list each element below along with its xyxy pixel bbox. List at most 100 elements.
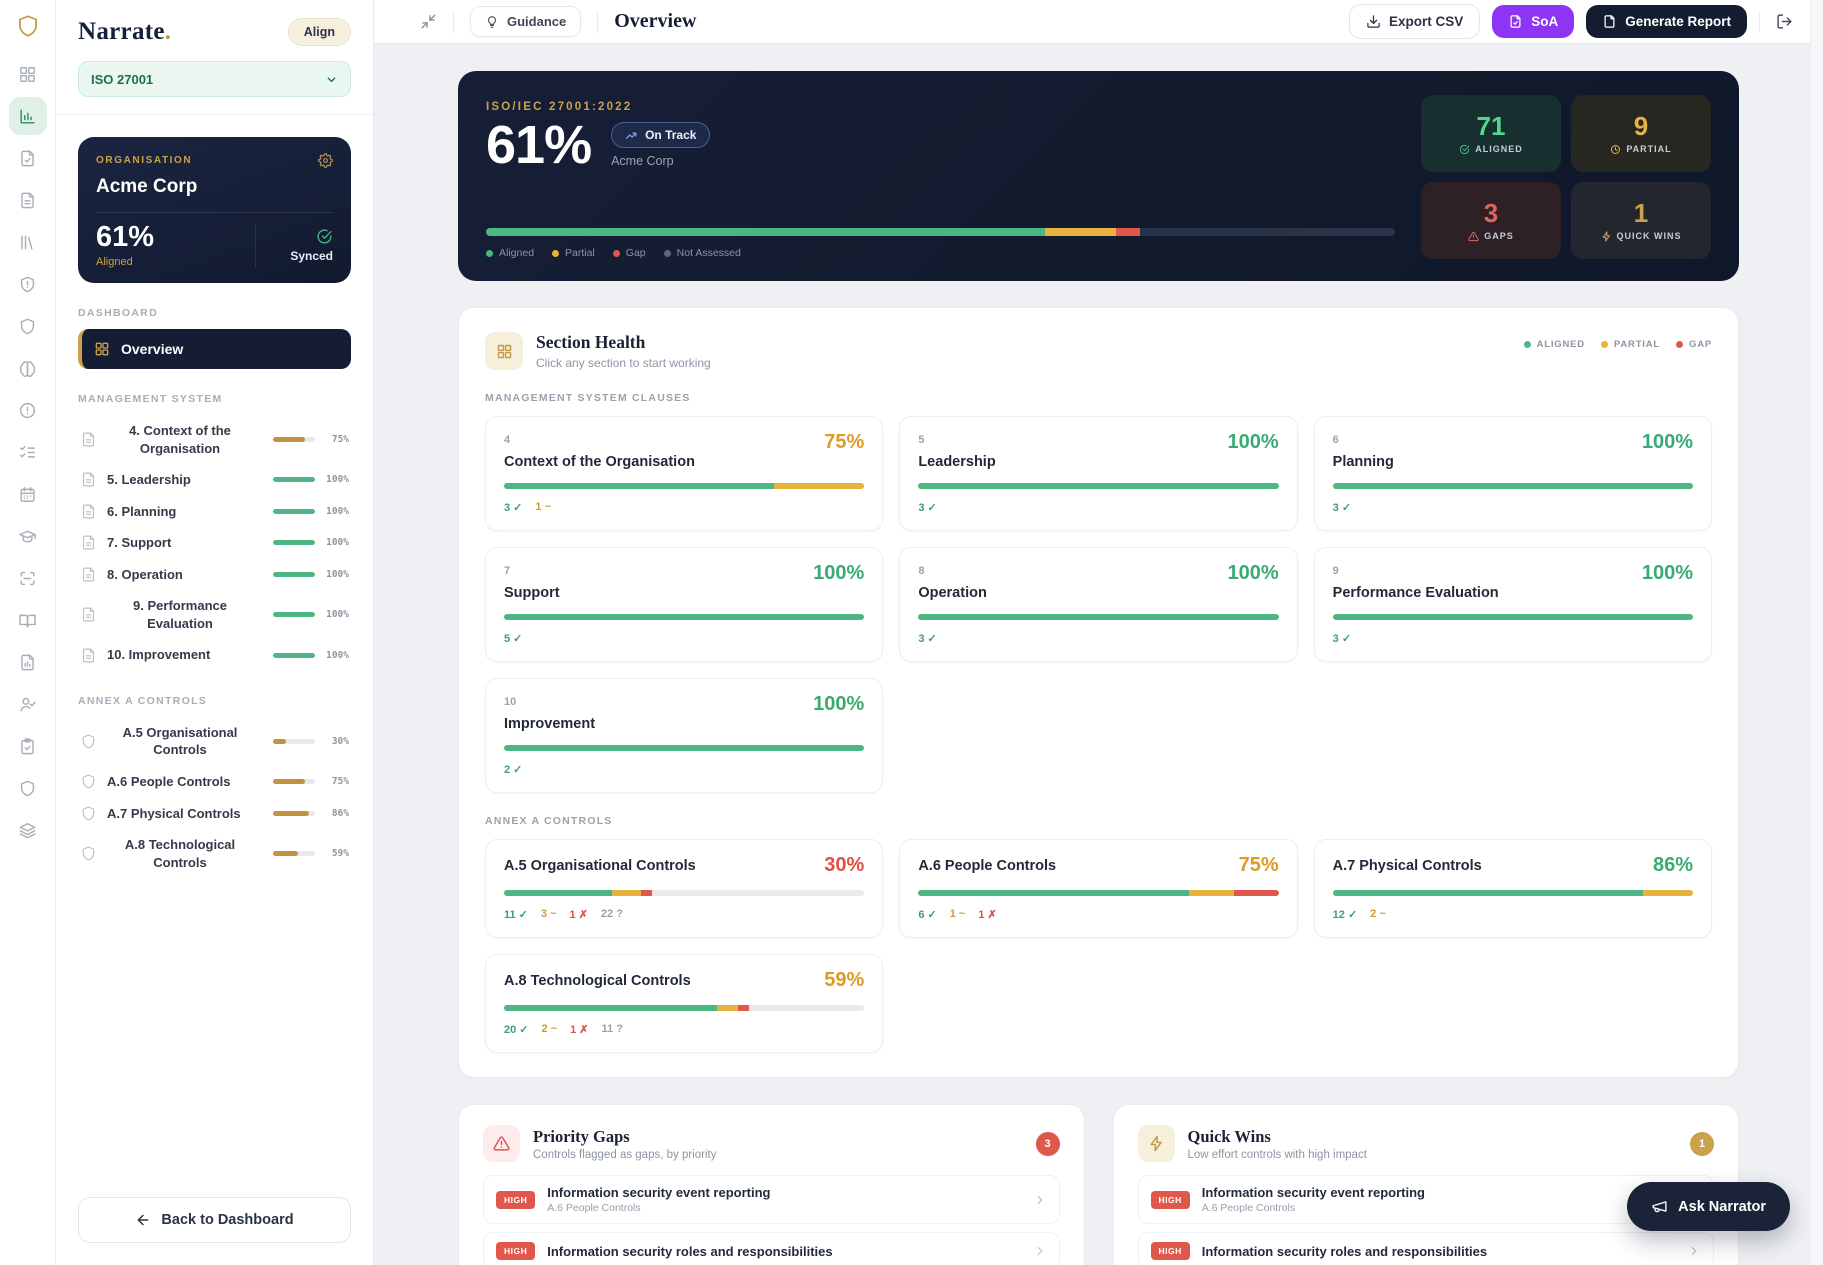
- clause-percent: 100%: [1641, 431, 1693, 453]
- sidebar-item-progress: 100%: [273, 537, 349, 548]
- clause-card[interactable]: 5 100% Leadership 3 ✓: [899, 416, 1298, 531]
- book-open-icon[interactable]: [9, 601, 47, 639]
- annex-a-heading: ANNEX A CONTROLS: [78, 694, 208, 707]
- sidebar-item-label: A.6 People Controls: [107, 774, 231, 790]
- export-csv-button[interactable]: Export CSV: [1348, 4, 1481, 39]
- org-aligned-percent: 61%: [96, 221, 155, 253]
- lightbulb-icon: [485, 15, 499, 29]
- scan-icon[interactable]: [9, 559, 47, 597]
- sidebar-nav-item[interactable]: 9. Performance Evaluation 100%: [78, 590, 351, 639]
- control-list-item[interactable]: HIGH Information security roles and respo…: [1137, 1232, 1714, 1265]
- scrollbar-track[interactable]: [1810, 0, 1823, 1265]
- clause-number: 7: [504, 565, 511, 577]
- shield-alert-icon[interactable]: [9, 265, 47, 303]
- stat-value: 9: [1633, 110, 1649, 141]
- section-health-subtitle: Click any section to start working: [536, 356, 711, 370]
- control-title: Information security event reporting: [1201, 1185, 1425, 1200]
- brain-icon[interactable]: [9, 349, 47, 387]
- check-circle-icon: [1459, 144, 1470, 155]
- clipboard-check-icon[interactable]: [9, 727, 47, 765]
- shield-icon-2[interactable]: [9, 769, 47, 807]
- clause-card[interactable]: 10 100% Improvement 2 ✓: [485, 678, 884, 793]
- calendar-icon[interactable]: [9, 475, 47, 513]
- annex-percent: 75%: [1238, 854, 1279, 876]
- legend-item: PARTIAL: [1600, 339, 1660, 350]
- mini-progress-bar: [273, 572, 315, 577]
- ask-narrator-button[interactable]: Ask Narrator: [1627, 1182, 1790, 1231]
- clause-card[interactable]: 6 100% Planning 3 ✓: [1313, 416, 1712, 531]
- hero-org-name: Acme Corp: [611, 154, 674, 169]
- user-check-icon[interactable]: [9, 685, 47, 723]
- clause-number: 5: [918, 434, 925, 446]
- clause-number: 9: [1332, 565, 1339, 577]
- control-list-item[interactable]: HIGH Information security event reporting…: [1137, 1175, 1714, 1224]
- sidebar-item-label: A.7 Physical Controls: [107, 805, 241, 821]
- sidebar-nav-item[interactable]: 7. Support 100%: [78, 527, 351, 559]
- annex-card[interactable]: A.8 Technological Controls 59% 20 ✓ 2 ~ 1 ✗ 1…: [485, 954, 884, 1053]
- library-icon[interactable]: [9, 223, 47, 261]
- clause-stats: 3 ✓: [918, 632, 1278, 645]
- stat-count: 2 ~: [1370, 908, 1386, 920]
- annex-card[interactable]: A.7 Physical Controls 86% 12 ✓ 2 ~: [1313, 839, 1712, 938]
- guidance-button[interactable]: Guidance: [470, 6, 582, 37]
- file-icon: [1602, 14, 1617, 29]
- sidebar-item-overview[interactable]: Overview: [78, 329, 351, 369]
- clause-title: Improvement: [504, 716, 596, 732]
- control-list-item[interactable]: HIGH Information security event reporting…: [483, 1175, 1060, 1224]
- clause-progress-bar: [1332, 483, 1693, 489]
- gear-icon[interactable]: [318, 153, 333, 168]
- clause-title: Context of the Organisation: [504, 454, 695, 470]
- align-button[interactable]: Align: [287, 18, 351, 46]
- analytics-bar-chart-icon[interactable]: [8, 97, 47, 135]
- annex-card[interactable]: A.5 Organisational Controls 30% 11 ✓ 3 ~ 1 ✗…: [485, 839, 884, 938]
- control-list-item[interactable]: HIGH Information security roles and respo…: [483, 1232, 1060, 1265]
- organisation-card: ORGANISATION Acme Corp 61% Aligned Synce…: [78, 137, 351, 283]
- grid-icon: [94, 341, 110, 357]
- annex-card[interactable]: A.6 People Controls 75% 6 ✓ 1 ~ 1 ✗: [899, 839, 1298, 938]
- sidebar-nav-item[interactable]: 4. Context of the Organisation 75%: [78, 415, 351, 464]
- layers-icon[interactable]: [9, 811, 47, 849]
- sidebar-nav-item[interactable]: A.5 Organisational Controls 30%: [78, 717, 351, 766]
- soa-button[interactable]: SoA: [1492, 5, 1575, 38]
- collapse-sidebar-icon[interactable]: [420, 13, 437, 30]
- clause-title: Operation: [918, 585, 987, 601]
- logout-icon[interactable]: [1776, 13, 1793, 30]
- sidebar-nav-item[interactable]: A.8 Technological Controls 59%: [78, 829, 351, 878]
- legend-item: Not Assessed: [663, 247, 741, 259]
- stat-count: 3 ✓: [1332, 633, 1352, 645]
- control-title: Information security roles and responsib…: [1201, 1243, 1488, 1259]
- stat-count: 2 ~: [541, 1023, 558, 1035]
- sidebar-nav-item[interactable]: 6. Planning 100%: [78, 496, 351, 528]
- control-title: Information security roles and responsib…: [547, 1243, 833, 1259]
- topbar: Guidance Overview Export CSV SoA Generat…: [374, 0, 1823, 44]
- graduation-cap-icon[interactable]: [9, 517, 47, 555]
- sidebar-item-progress: 75%: [273, 434, 349, 445]
- file-check-icon[interactable]: [9, 139, 47, 177]
- sidebar-item-progress: 30%: [273, 736, 349, 747]
- file-text-icon[interactable]: [9, 181, 47, 219]
- framework-select[interactable]: ISO 27001: [78, 61, 351, 97]
- alert-circle-icon[interactable]: [9, 391, 47, 429]
- dashboard-grid-icon[interactable]: [9, 55, 47, 93]
- clause-number: 6: [1332, 434, 1339, 446]
- generate-report-button[interactable]: Generate Report: [1586, 5, 1747, 38]
- sidebar-item-label: 8. Operation: [107, 566, 183, 582]
- list-checks-icon[interactable]: [9, 433, 47, 471]
- back-to-dashboard-button[interactable]: Back to Dashboard: [78, 1197, 351, 1243]
- clause-card[interactable]: 8 100% Operation 3 ✓: [899, 547, 1298, 662]
- sidebar-nav-item[interactable]: 5. Leadership 100%: [78, 464, 351, 496]
- shield-icon[interactable]: [9, 307, 47, 345]
- icon-rail: [0, 0, 56, 1265]
- chevron-right-icon: [1033, 1193, 1047, 1207]
- clause-card[interactable]: 7 100% Support 5 ✓: [485, 547, 884, 662]
- file-chart-icon[interactable]: [9, 643, 47, 681]
- clause-card[interactable]: 4 75% Context of the Organisation 3 ✓ 1 ~: [485, 416, 884, 531]
- sidebar-nav-item[interactable]: 10. Improvement 100%: [78, 639, 351, 671]
- clause-card[interactable]: 9 100% Performance Evaluation 3 ✓: [1313, 547, 1712, 662]
- clause-number: 10: [504, 696, 517, 708]
- status-badge: On Track: [611, 122, 711, 149]
- sidebar-nav-item[interactable]: 8. Operation 100%: [78, 559, 351, 591]
- sidebar-nav-item[interactable]: A.7 Physical Controls 86%: [78, 798, 351, 830]
- sidebar-nav-item[interactable]: A.6 People Controls 75%: [78, 766, 351, 798]
- file-text-icon: [80, 534, 97, 551]
